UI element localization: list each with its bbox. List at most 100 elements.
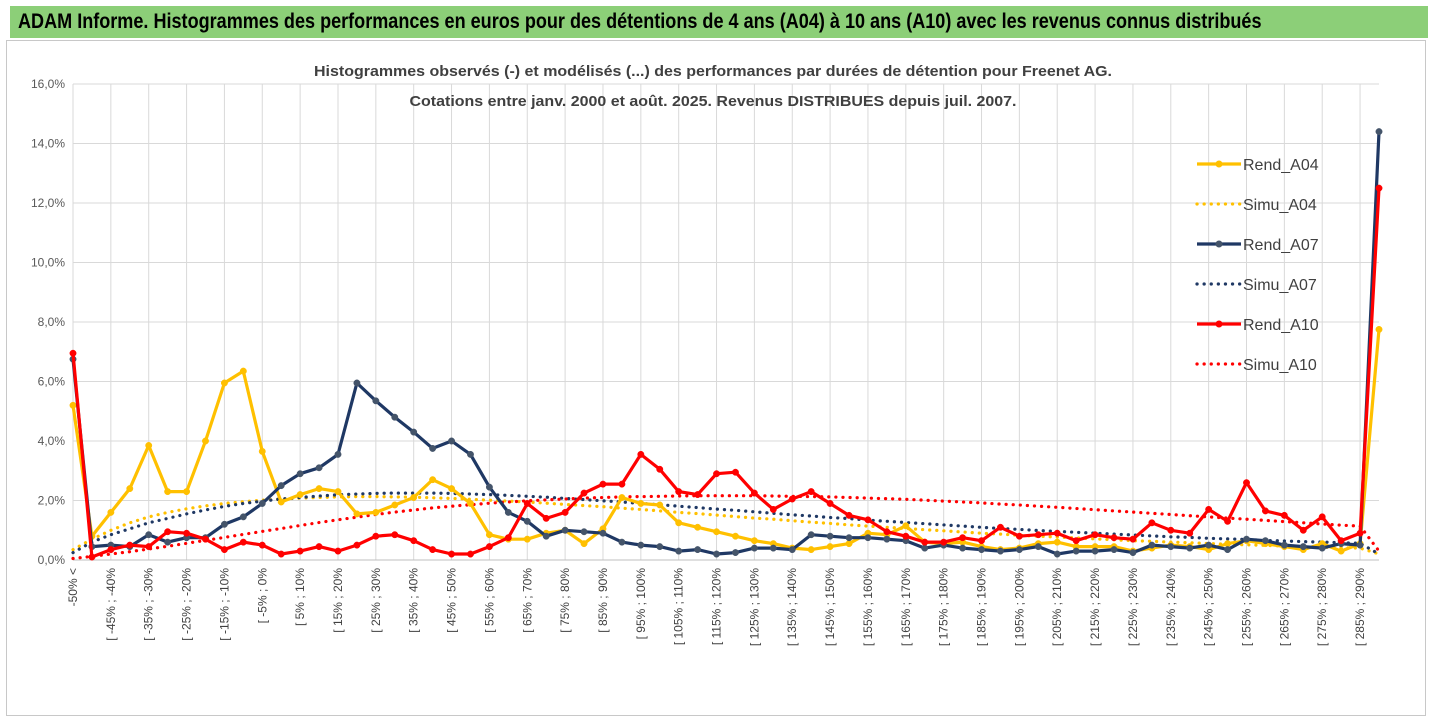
data-point xyxy=(334,450,342,458)
data-point xyxy=(750,489,758,497)
data-point xyxy=(599,529,607,537)
x-tick-label: -50% < xyxy=(66,568,80,606)
data-point xyxy=(1091,531,1099,539)
series-simu-a10 xyxy=(71,494,1381,561)
data-point xyxy=(485,543,493,551)
data-point xyxy=(750,544,758,552)
data-point xyxy=(1053,538,1061,546)
data-point xyxy=(656,501,664,509)
data-point xyxy=(637,541,645,549)
x-tick-label: [ 35% ; 40% xyxy=(407,568,421,633)
x-axis: -50% < [ -45% ; -40% [ -35% ; -30% [ -25% ;… xyxy=(66,568,1367,646)
data-point xyxy=(107,508,115,516)
x-tick-label: [ 135% ; 140% xyxy=(785,568,799,646)
data-point xyxy=(1261,537,1269,545)
data-point xyxy=(637,450,645,458)
data-point xyxy=(504,534,512,542)
data-point xyxy=(1318,513,1326,521)
data-point xyxy=(353,379,361,387)
data-point xyxy=(1186,529,1194,537)
x-tick-label: [ -45% ; -40% xyxy=(104,568,118,641)
data-point xyxy=(845,540,853,548)
x-tick-label: [ 275% ; 280% xyxy=(1315,568,1329,646)
data-point xyxy=(296,547,304,555)
x-tick-label: [ 85% ; 90% xyxy=(596,568,610,633)
data-point xyxy=(580,489,588,497)
data-point xyxy=(391,531,399,539)
data-point xyxy=(145,543,153,551)
x-tick-label: [ 215% ; 220% xyxy=(1088,568,1102,646)
data-point xyxy=(467,550,474,558)
data-point xyxy=(675,547,683,555)
data-point xyxy=(239,513,247,521)
x-tick-label: [ 235% ; 240% xyxy=(1164,568,1178,646)
data-point xyxy=(429,546,437,554)
series-rend-a07 xyxy=(69,128,1383,558)
data-point xyxy=(296,470,304,478)
data-point xyxy=(1091,547,1099,555)
x-tick-label: [ 225% ; 230% xyxy=(1126,568,1140,646)
data-point xyxy=(1280,541,1288,549)
data-point xyxy=(618,538,626,546)
x-tick-label: [ 205% ; 210% xyxy=(1050,568,1064,646)
data-point xyxy=(523,517,531,525)
data-point xyxy=(1129,535,1137,543)
x-tick-label: [ 95% ; 100% xyxy=(634,568,648,640)
legend: Rend_A04 Simu_A04 Rend_A07 Simu_A07 Rend_A10… xyxy=(1195,157,1319,374)
data-point xyxy=(732,549,739,557)
data-point xyxy=(258,500,266,507)
x-tick-label: [ 175% ; 180% xyxy=(937,568,951,646)
data-point xyxy=(618,480,626,488)
x-tick-label: [ 245% ; 250% xyxy=(1202,568,1216,646)
legend-marker xyxy=(1215,160,1223,168)
data-point xyxy=(448,485,456,493)
data-point xyxy=(1148,541,1156,549)
legend-label: Simu_A04 xyxy=(1243,197,1317,214)
data-point xyxy=(202,437,209,445)
data-point xyxy=(391,413,399,421)
x-tick-label: [ 105% ; 110% xyxy=(672,568,686,645)
data-point xyxy=(485,531,493,539)
data-point xyxy=(864,516,872,524)
data-point xyxy=(353,510,361,518)
data-point xyxy=(1261,507,1269,515)
legend-label: Simu_A07 xyxy=(1243,277,1317,294)
series-line xyxy=(71,188,1381,559)
data-point xyxy=(183,529,191,537)
data-point xyxy=(1280,511,1288,519)
x-tick-label: [ 185% ; 190% xyxy=(975,568,989,646)
x-tick-label: [ 145% ; 150% xyxy=(823,568,837,646)
data-point xyxy=(391,501,399,509)
series-line xyxy=(71,131,1381,556)
x-tick-label: [ 45% ; 50% xyxy=(445,568,459,633)
banner-title: ADAM Informe. Histogrammes des performan… xyxy=(18,10,1262,33)
data-point xyxy=(315,464,323,472)
data-point xyxy=(807,488,815,496)
data-point xyxy=(902,522,910,530)
data-point xyxy=(126,485,134,493)
data-point xyxy=(788,495,796,503)
y-tick-label: 16,0% xyxy=(31,77,65,91)
data-point xyxy=(845,511,853,519)
data-point xyxy=(126,541,134,549)
data-point xyxy=(164,488,172,496)
data-point xyxy=(1299,543,1307,551)
data-point xyxy=(277,498,285,506)
data-point xyxy=(580,528,588,536)
data-point xyxy=(542,514,550,522)
x-tick-label: [ 55% ; 60% xyxy=(482,568,496,633)
data-point xyxy=(1205,541,1213,549)
data-point xyxy=(694,491,702,498)
data-point xyxy=(921,544,929,552)
x-tick-label: [ 15% ; 20% xyxy=(331,568,345,633)
data-point xyxy=(107,546,115,554)
y-axis: 0,0% 2,0% 4,0% 6,0% 8,0% 10,0% 12,0% 14,0% 16,0% xyxy=(31,77,65,567)
legend-label: Rend_A04 xyxy=(1243,157,1319,174)
data-point xyxy=(921,538,929,546)
data-point xyxy=(1356,529,1364,537)
data-point xyxy=(1167,543,1175,551)
data-point xyxy=(1337,537,1345,545)
data-point xyxy=(448,437,456,445)
data-point xyxy=(315,543,323,551)
data-point xyxy=(1299,526,1307,534)
